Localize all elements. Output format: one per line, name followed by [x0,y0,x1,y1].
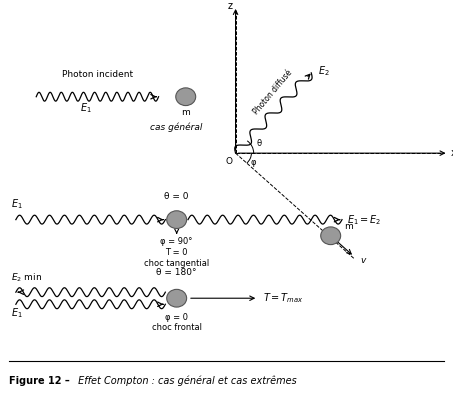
Text: O: O [226,157,232,166]
Circle shape [167,289,187,307]
Text: φ = 90°: φ = 90° [160,237,193,246]
Text: Figure 12 –: Figure 12 – [9,376,70,386]
Text: $E_2$: $E_2$ [318,64,330,78]
Text: $E_1 = E_2$: $E_1 = E_2$ [347,213,381,226]
Text: m: m [181,108,190,116]
Text: $E_1$: $E_1$ [11,306,23,320]
Text: θ: θ [257,139,262,148]
Text: Photon diffusé: Photon diffusé [252,68,294,116]
Text: v: v [360,256,366,265]
Circle shape [321,227,341,245]
Text: θ = 0: θ = 0 [164,193,189,202]
Text: Effet Compton : cas général et cas extrêmes: Effet Compton : cas général et cas extrê… [75,376,297,386]
Text: φ: φ [250,158,255,167]
Text: $E_1$: $E_1$ [11,197,23,210]
Text: x: x [451,148,453,158]
Text: φ = 0: φ = 0 [165,313,188,322]
Text: $T = T_{max}$: $T = T_{max}$ [263,291,304,305]
Text: cas général: cas général [150,122,203,132]
Text: θ = 180°: θ = 180° [156,268,197,277]
Text: Photon incident: Photon incident [62,70,133,79]
Text: choc tangential: choc tangential [144,259,209,268]
Text: $E_2$ min: $E_2$ min [11,272,43,285]
Text: $E_1$: $E_1$ [80,101,92,114]
Text: m: m [344,222,353,231]
Circle shape [167,211,187,229]
Text: choc frontal: choc frontal [152,323,202,332]
Text: T = 0: T = 0 [165,248,188,257]
Text: z: z [227,1,232,11]
Circle shape [176,88,196,106]
